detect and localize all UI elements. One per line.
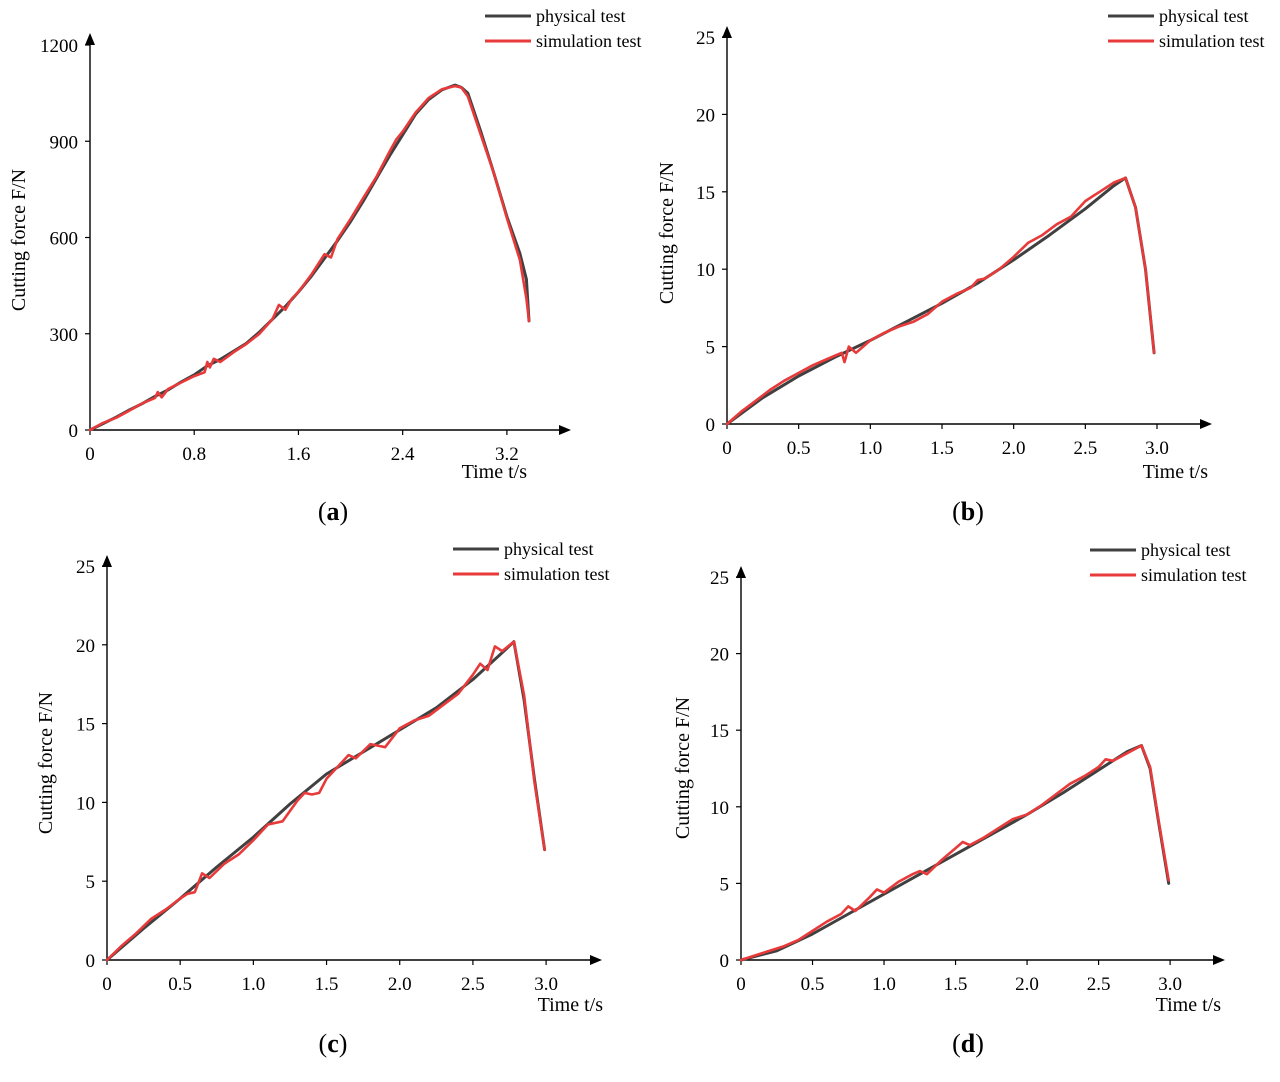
x-axis-title: Time t/s — [1143, 461, 1209, 483]
x-tick-label: 3.0 — [1145, 438, 1169, 459]
x-tick-label: 0 — [85, 444, 95, 465]
x-tick-label: 0 — [102, 974, 112, 995]
x-tick-label: 3.0 — [1158, 974, 1182, 995]
simulation-test-line — [739, 744, 1170, 962]
legend-label-simulation: simulation test — [504, 564, 610, 584]
y-axis-arrow — [85, 33, 95, 45]
y-axis-title: Cutting force F/N — [35, 692, 57, 834]
x-tick-label: 0.5 — [787, 438, 811, 459]
x-tick-label: 1.0 — [872, 974, 896, 995]
y-tick-label: 20 — [76, 636, 95, 657]
x-tick-label: 2.5 — [461, 974, 485, 995]
y-tick-label: 0 — [69, 421, 79, 442]
x-tick-label: 1.5 — [944, 974, 968, 995]
y-tick-label: 10 — [696, 260, 715, 281]
y-tick-label: 0 — [720, 951, 730, 972]
x-tick-label: 2.0 — [1015, 974, 1039, 995]
x-tick-label: 1.5 — [930, 438, 954, 459]
y-axis-title: Cutting force F/N — [8, 169, 30, 311]
y-tick-label: 0 — [86, 951, 96, 972]
y-axis-arrow — [736, 566, 746, 578]
chart-panel-c: 0 5 10 15 20 25 0 0.5 1.0 1.5 2.0 2.5 3.0 Cutting for… — [35, 539, 610, 1058]
panel-label: (a) — [318, 497, 348, 526]
y-axis-arrow — [722, 26, 732, 38]
x-axis-arrow — [1213, 955, 1225, 965]
x-axis-arrow — [590, 955, 602, 965]
x-tick-label: 2.5 — [1073, 438, 1097, 459]
x-tick-label: 2.5 — [1087, 974, 1111, 995]
x-tick-label: 1.6 — [287, 444, 311, 465]
y-tick-label: 600 — [50, 229, 79, 250]
panel-label: (c) — [319, 1029, 348, 1058]
x-tick-label: 1.5 — [315, 974, 339, 995]
y-tick-label: 300 — [50, 325, 79, 346]
y-tick-label: 900 — [50, 132, 79, 153]
y-tick-label: 5 — [720, 874, 730, 895]
x-axis-title: Time t/s — [538, 994, 604, 1016]
x-tick-label: 3.2 — [495, 444, 519, 465]
y-tick-label: 5 — [86, 872, 96, 893]
x-tick-label: 0 — [736, 974, 746, 995]
x-axis-title: Time t/s — [462, 461, 528, 483]
physical-test-line — [105, 640, 547, 962]
simulation-test-line — [725, 176, 1156, 426]
y-axis-arrow — [102, 555, 112, 567]
legend-label-simulation: simulation test — [536, 31, 642, 51]
legend-label-physical: physical test — [504, 539, 593, 559]
legend-label-physical: physical test — [1159, 6, 1248, 26]
x-axis-arrow — [559, 425, 571, 435]
chart-panel-d: 0 5 10 15 20 25 0 0.5 1.0 1.5 2.0 2.5 3.0 Cutting for… — [672, 540, 1247, 1058]
y-tick-label: 25 — [76, 557, 95, 578]
panel-label: (d) — [952, 1029, 984, 1058]
y-tick-label: 25 — [710, 568, 729, 589]
x-tick-label: 0.8 — [182, 444, 206, 465]
x-tick-label: 0.5 — [801, 974, 825, 995]
y-tick-label: 1200 — [40, 36, 78, 57]
chart-panel-b: 0 5 10 15 20 25 0 0.5 1.0 1.5 2.0 2.5 3.0 Cutting for… — [656, 6, 1265, 526]
y-tick-label: 15 — [696, 183, 715, 204]
y-tick-label: 15 — [710, 721, 729, 742]
x-tick-label: 0 — [722, 438, 732, 459]
y-tick-label: 25 — [696, 28, 715, 49]
legend-label-physical: physical test — [1141, 540, 1230, 560]
x-tick-label: 3.0 — [534, 974, 558, 995]
physical-test-line — [739, 744, 1171, 962]
x-axis-arrow — [1200, 419, 1212, 429]
x-tick-label: 2.0 — [1002, 438, 1026, 459]
panel-label: (b) — [952, 497, 984, 526]
y-tick-label: 10 — [76, 793, 95, 814]
y-tick-label: 0 — [706, 415, 716, 436]
legend-label-physical: physical test — [536, 6, 625, 26]
chart-panel-a: 0 300 600 900 1200 0 0.8 1.6 2.4 3.2 Cutting force… — [8, 6, 642, 526]
y-tick-label: 5 — [706, 338, 716, 359]
x-axis-title: Time t/s — [1156, 994, 1222, 1016]
y-axis-title: Cutting force F/N — [672, 697, 694, 839]
physical-test-line — [725, 176, 1156, 426]
y-axis-title: Cutting force F/N — [656, 162, 678, 304]
physical-test-line — [88, 83, 531, 432]
simulation-test-line — [105, 640, 546, 962]
legend-label-simulation: simulation test — [1141, 565, 1247, 585]
y-tick-label: 20 — [696, 105, 715, 126]
x-tick-label: 2.0 — [388, 974, 412, 995]
y-tick-label: 20 — [710, 645, 729, 666]
x-tick-label: 1.0 — [241, 974, 265, 995]
x-tick-label: 1.0 — [858, 438, 882, 459]
x-tick-label: 2.4 — [391, 444, 415, 465]
y-tick-label: 15 — [76, 715, 95, 736]
x-tick-label: 0.5 — [168, 974, 192, 995]
y-tick-label: 10 — [710, 798, 729, 819]
legend-label-simulation: simulation test — [1159, 31, 1265, 51]
simulation-test-line — [88, 84, 531, 432]
